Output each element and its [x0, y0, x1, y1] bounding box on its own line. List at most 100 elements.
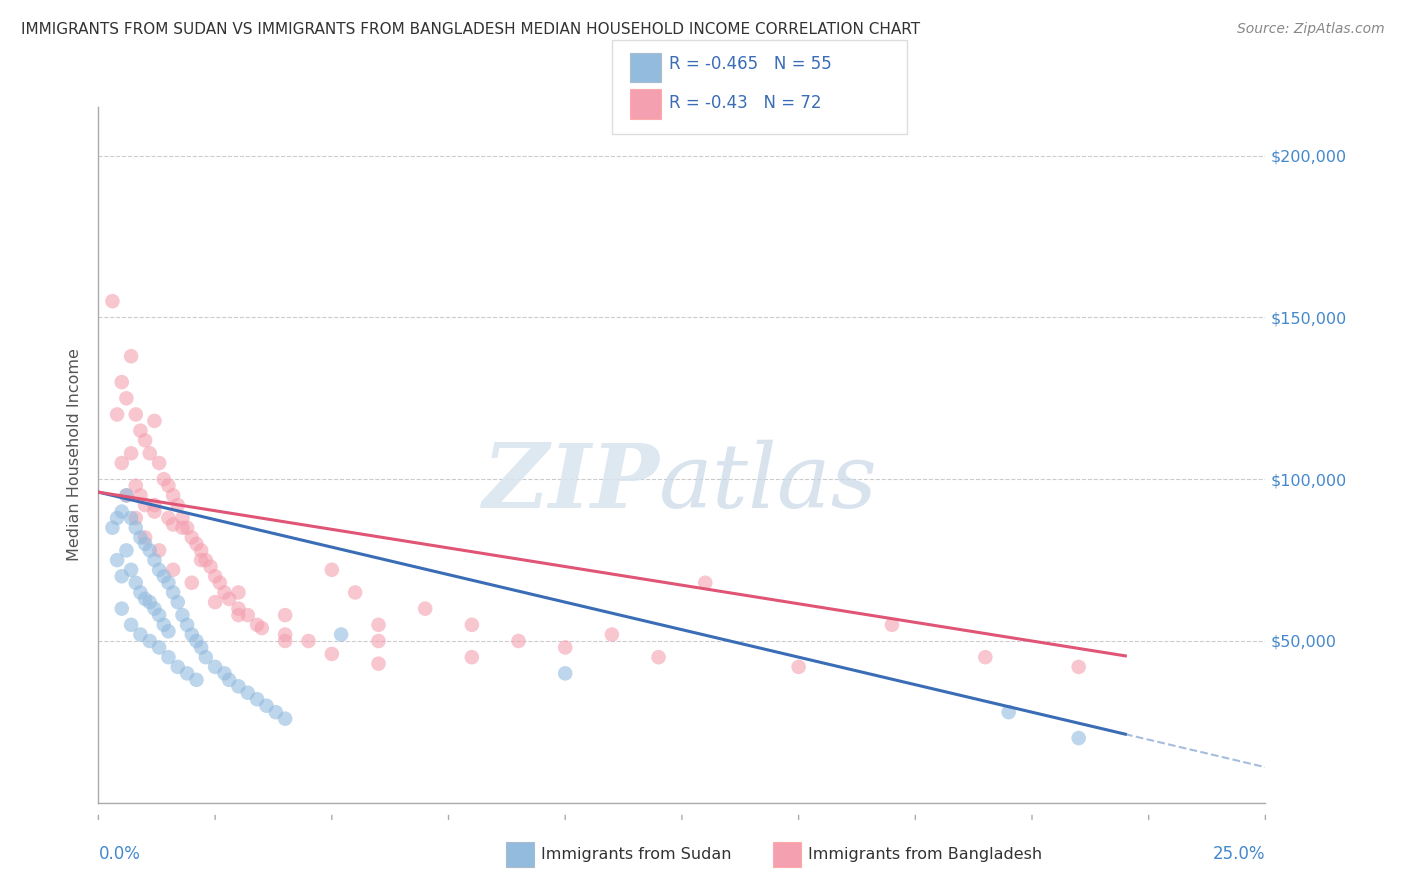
Point	[997, 705, 1019, 719]
Point	[125, 511, 148, 525]
Point	[105, 511, 128, 525]
Point	[190, 553, 212, 567]
Text: Source: ZipAtlas.com: Source: ZipAtlas.com	[1237, 22, 1385, 37]
Point	[166, 498, 188, 512]
Point	[105, 553, 128, 567]
Point	[208, 575, 231, 590]
Point	[115, 488, 138, 502]
Point	[297, 634, 319, 648]
Point	[228, 679, 250, 693]
Point	[139, 446, 162, 460]
Point	[172, 608, 194, 623]
Point	[176, 666, 198, 681]
Point	[157, 478, 180, 492]
Point	[162, 563, 184, 577]
Text: atlas: atlas	[658, 440, 877, 526]
Point	[134, 434, 156, 448]
Point	[148, 543, 170, 558]
Point	[157, 650, 180, 665]
Point	[125, 521, 148, 535]
Point	[554, 640, 576, 655]
Text: R = -0.465   N = 55: R = -0.465 N = 55	[669, 55, 832, 73]
Point	[120, 563, 142, 577]
Point	[274, 634, 297, 648]
Point	[152, 472, 174, 486]
Point	[186, 673, 208, 687]
Point	[214, 585, 236, 599]
Point	[111, 375, 134, 389]
Point	[367, 634, 389, 648]
Point	[256, 698, 278, 713]
Text: Immigrants from Sudan: Immigrants from Sudan	[541, 847, 731, 862]
Point	[600, 627, 623, 641]
Point	[129, 531, 152, 545]
Point	[172, 511, 194, 525]
Point	[180, 531, 202, 545]
Point	[274, 608, 297, 623]
Text: IMMIGRANTS FROM SUDAN VS IMMIGRANTS FROM BANGLADESH MEDIAN HOUSEHOLD INCOME CORR: IMMIGRANTS FROM SUDAN VS IMMIGRANTS FROM…	[21, 22, 920, 37]
Point	[157, 624, 180, 639]
Point	[162, 585, 184, 599]
Point	[218, 673, 240, 687]
Point	[134, 537, 156, 551]
Point	[367, 657, 389, 671]
Point	[162, 488, 184, 502]
Point	[143, 498, 166, 512]
Point	[125, 575, 148, 590]
Point	[1067, 660, 1090, 674]
Point	[274, 712, 297, 726]
Point	[880, 617, 903, 632]
Point	[148, 608, 170, 623]
Point	[413, 601, 436, 615]
Point	[129, 488, 152, 502]
Point	[157, 511, 180, 525]
Point	[115, 392, 138, 406]
Point	[143, 601, 166, 615]
Point	[344, 585, 367, 599]
Point	[111, 456, 134, 470]
Point	[101, 521, 124, 535]
Point	[1067, 731, 1090, 745]
Point	[125, 408, 148, 422]
Point	[129, 585, 152, 599]
Point	[148, 456, 170, 470]
Point	[139, 543, 162, 558]
Point	[190, 640, 212, 655]
Point	[647, 650, 669, 665]
Text: Immigrants from Bangladesh: Immigrants from Bangladesh	[808, 847, 1043, 862]
Point	[214, 666, 236, 681]
Point	[236, 608, 259, 623]
Point	[120, 349, 142, 363]
Point	[218, 591, 240, 606]
Point	[148, 640, 170, 655]
Point	[120, 446, 142, 460]
Point	[176, 617, 198, 632]
Point	[204, 660, 226, 674]
Point	[101, 294, 124, 309]
Point	[508, 634, 530, 648]
Point	[157, 575, 180, 590]
Point	[204, 569, 226, 583]
Point	[200, 559, 222, 574]
Point	[134, 498, 156, 512]
Point	[330, 627, 353, 641]
Point	[120, 617, 142, 632]
Point	[139, 595, 162, 609]
Point	[180, 627, 202, 641]
Point	[125, 478, 148, 492]
Point	[194, 650, 217, 665]
Point	[246, 692, 269, 706]
Point	[321, 563, 343, 577]
Point	[250, 621, 273, 635]
Point	[111, 601, 134, 615]
Point	[787, 660, 810, 674]
Point	[172, 521, 194, 535]
Point	[115, 488, 138, 502]
Y-axis label: Median Household Income: Median Household Income	[67, 349, 83, 561]
Point	[228, 608, 250, 623]
Point	[186, 634, 208, 648]
Point	[228, 585, 250, 599]
Text: 25.0%: 25.0%	[1213, 845, 1265, 863]
Point	[166, 595, 188, 609]
Point	[695, 575, 717, 590]
